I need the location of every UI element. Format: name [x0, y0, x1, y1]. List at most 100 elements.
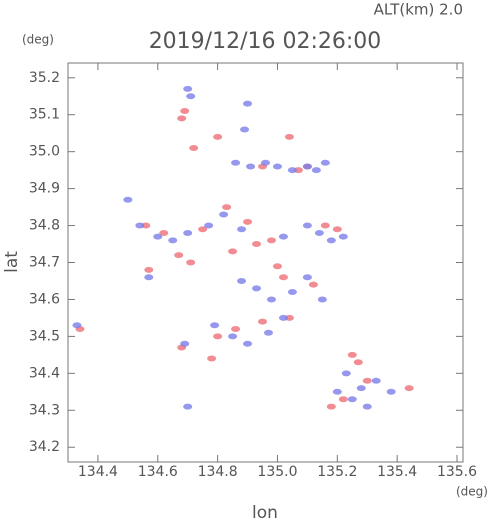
echo-point: [287, 289, 297, 296]
x-unit: (deg): [456, 485, 488, 499]
echo-point: [213, 133, 223, 140]
echo-point: [353, 359, 363, 366]
echo-point: [183, 229, 193, 236]
echo-point: [144, 274, 154, 281]
y-tick-label: 34.3: [29, 402, 60, 418]
echo-point: [278, 233, 288, 240]
chart-subtitle: ALT(km) 2.0: [374, 1, 463, 19]
echo-point: [258, 318, 268, 325]
echo-point: [362, 403, 372, 410]
echo-point: [183, 85, 193, 92]
echo-point: [243, 340, 253, 347]
echo-point: [326, 403, 336, 410]
y-tick-label: 34.7: [29, 255, 60, 271]
echo-point: [317, 296, 327, 303]
echo-point: [404, 385, 414, 392]
y-tick-label: 34.4: [29, 365, 60, 381]
echo-point: [266, 296, 276, 303]
echo-point: [168, 237, 178, 244]
echo-point: [72, 322, 82, 329]
echo-point: [347, 351, 357, 358]
echo-point: [347, 396, 357, 403]
echo-point: [210, 322, 220, 329]
echo-point: [186, 259, 196, 266]
echo-point: [243, 100, 253, 107]
x-tick-label: 134.4: [78, 464, 118, 480]
y-tick-label: 34.2: [29, 439, 60, 455]
x-tick-label: 135.6: [437, 464, 477, 480]
echo-point: [174, 252, 184, 259]
y-unit: (deg): [22, 33, 54, 47]
echo-point: [219, 211, 229, 218]
echo-point: [332, 226, 342, 233]
echo-point: [159, 229, 169, 236]
echo-point: [302, 222, 312, 229]
plot-frame: [67, 62, 464, 463]
x-tick-label: 135.0: [257, 464, 297, 480]
echo-point: [144, 266, 154, 273]
echo-point: [311, 167, 321, 174]
x-axis-label: lon: [252, 503, 278, 521]
echo-point: [207, 355, 217, 362]
echo-point: [180, 108, 190, 115]
echo-point: [284, 133, 294, 140]
echo-point: [189, 144, 199, 151]
echo-point: [135, 222, 145, 229]
x-tick-label: 135.2: [317, 464, 357, 480]
y-tick-label: 35.0: [29, 144, 60, 160]
echo-point: [386, 388, 396, 395]
chart-title: 2019/12/16 02:26:00: [149, 29, 382, 54]
echo-point: [362, 377, 372, 384]
echo-point: [231, 159, 241, 166]
echo-point: [326, 237, 336, 244]
y-tick-label: 34.6: [29, 291, 60, 307]
echo-point: [243, 218, 253, 225]
echo-point: [314, 229, 324, 236]
echo-point: [272, 263, 282, 270]
y-tick-label: 34.9: [29, 181, 60, 197]
x-tick-label: 134.8: [198, 464, 238, 480]
y-tick-label: 34.5: [29, 328, 60, 344]
echo-point: [177, 115, 187, 122]
echo-point: [266, 237, 276, 244]
echo-point: [246, 163, 256, 170]
echo-point: [204, 222, 214, 229]
echo-point: [338, 233, 348, 240]
echo-point: [186, 93, 196, 100]
echo-point: [237, 226, 247, 233]
echo-point: [308, 281, 318, 288]
echo-point: [240, 126, 250, 133]
echo-point: [252, 285, 262, 292]
echo-point: [302, 163, 312, 170]
echo-point: [371, 377, 381, 384]
echo-point: [356, 385, 366, 392]
echo-point: [302, 274, 312, 281]
echo-point: [228, 248, 238, 255]
echo-point: [228, 333, 238, 340]
echo-point: [263, 329, 273, 336]
echo-point: [278, 274, 288, 281]
echo-point: [332, 388, 342, 395]
echo-point: [261, 159, 270, 166]
echo-point: [231, 326, 241, 332]
y-tick-label: 35.1: [29, 107, 60, 123]
echo-point: [198, 226, 208, 233]
echo-point: [272, 163, 282, 170]
echo-point: [183, 403, 193, 410]
echo-point: [338, 396, 348, 403]
echo-point: [180, 340, 190, 347]
echo-point: [123, 196, 133, 203]
y-axis-label: lat: [2, 251, 22, 273]
echo-point: [252, 241, 262, 248]
y-tick-label: 35.2: [29, 70, 60, 86]
echo-point: [287, 167, 297, 174]
x-tick-label: 135.4: [377, 464, 417, 480]
echo-point: [153, 233, 163, 240]
x-tick-label: 134.6: [138, 464, 178, 480]
echo-point: [278, 314, 288, 321]
echo-point: [237, 277, 247, 284]
echo-point: [222, 204, 232, 211]
y-tick-label: 34.8: [29, 218, 60, 234]
echo-point: [213, 333, 223, 340]
